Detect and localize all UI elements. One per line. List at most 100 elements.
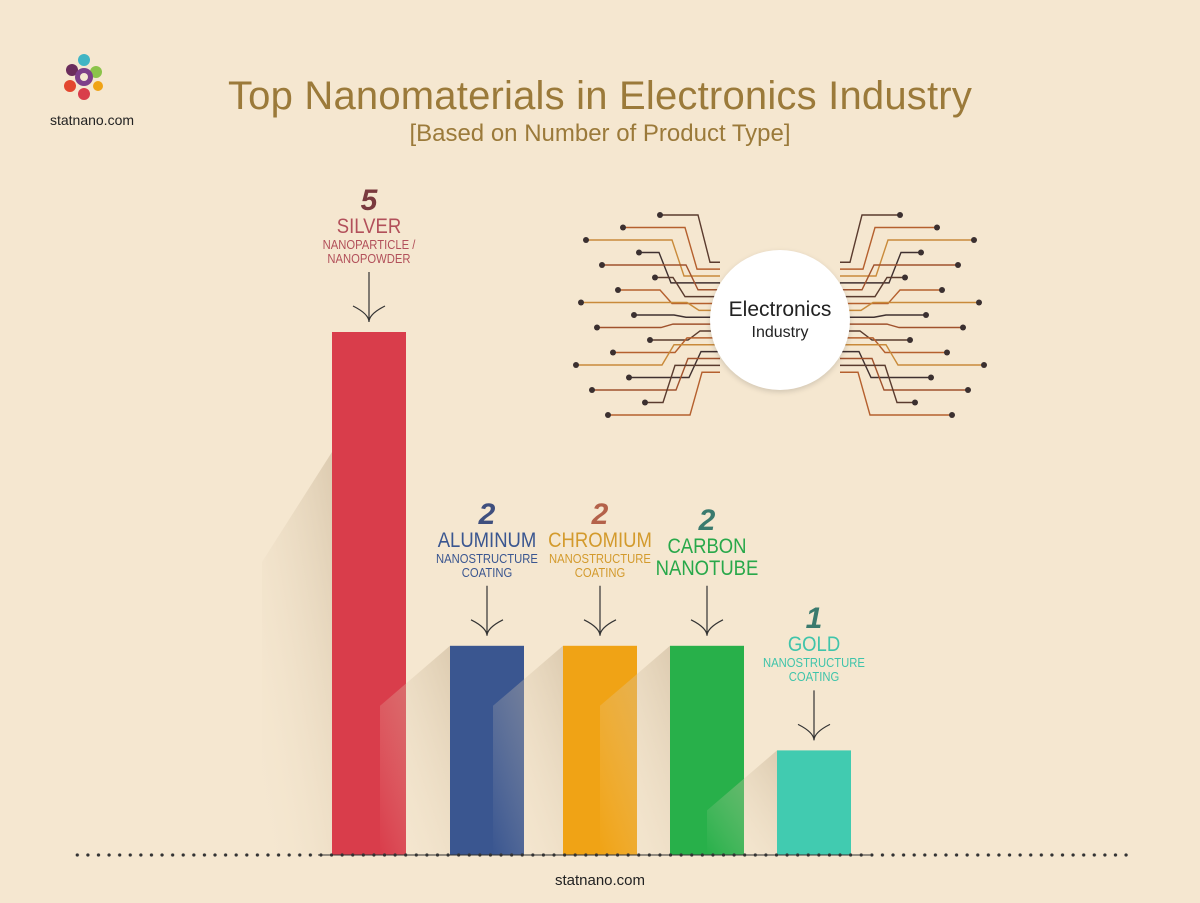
- value-label: 5: [360, 184, 378, 217]
- circuit-node: [626, 374, 632, 381]
- circuit-trace: [840, 350, 931, 379]
- label-arrow: [583, 585, 617, 636]
- circuit-node: [976, 299, 982, 306]
- category-label: SILVER: [336, 215, 402, 238]
- value-label: 2: [591, 497, 609, 531]
- circuit-trace: [602, 264, 720, 291]
- circuit-trace: [576, 344, 720, 366]
- circuit-trace: [840, 214, 900, 263]
- circuit-node: [965, 387, 971, 393]
- circuit-trace: [629, 350, 720, 379]
- value-label: 2: [698, 503, 716, 537]
- label-arrow: [690, 585, 724, 636]
- circuit-node: [971, 237, 977, 243]
- label-arrow: [470, 585, 504, 636]
- circuit-illustration: [573, 212, 987, 418]
- circuit-node: [642, 399, 648, 406]
- label-arrow: [352, 272, 386, 323]
- circuit-trace: [840, 276, 905, 298]
- circuit-node: [636, 249, 642, 256]
- circuit-trace: [639, 251, 720, 284]
- dotted-baseline: [72, 852, 1132, 858]
- bar-label: 2 ALUMINUM NANOSTRUCTURE COATING: [430, 497, 543, 580]
- value-label: 1: [805, 602, 823, 636]
- circuit-node: [912, 399, 918, 406]
- circuit-node: [578, 299, 584, 306]
- chart-subtitle: [Based on Number of Product Type]: [409, 120, 791, 147]
- circuit-node: [960, 324, 966, 331]
- category-sublabel: NANOSTRUCTURE: [549, 551, 651, 566]
- label-arrow: [797, 690, 831, 741]
- circuit-trace: [592, 357, 720, 391]
- circuit-trace: [618, 289, 720, 305]
- circuit-trace: [840, 226, 937, 270]
- brand-bottom: statnano.com: [554, 872, 646, 889]
- circuit-node: [657, 212, 663, 218]
- category-label: ALUMINUM: [437, 528, 537, 552]
- electronics-hub: Electronics Industry: [710, 250, 850, 390]
- circuit-node: [652, 274, 658, 281]
- category-sublabel: NANOSTRUCTURE: [436, 551, 538, 566]
- category-label: CHROMIUM: [548, 528, 652, 552]
- circuit-node: [589, 387, 595, 393]
- circuit-node: [583, 237, 589, 243]
- hub-subtitle: Industry: [751, 324, 809, 341]
- circuit-trace: [581, 301, 720, 312]
- circuit-node: [944, 349, 950, 356]
- circuit-node: [934, 224, 940, 231]
- circuit-node: [907, 337, 913, 343]
- circuit-trace: [597, 323, 720, 329]
- circuit-trace: [840, 239, 974, 277]
- circuit-node: [605, 412, 611, 418]
- brand-top: statnano.com: [49, 112, 135, 128]
- category-sublabel: COATING: [788, 670, 840, 685]
- circuit-trace: [840, 330, 910, 341]
- circuit-node: [955, 262, 961, 268]
- circuit-trace: [840, 251, 921, 284]
- circuit-node: [928, 374, 934, 381]
- bar-label: 2 CARBON NANOTUBE: [649, 503, 766, 580]
- circuit-node: [615, 287, 621, 293]
- bar-label: 1 GOLD NANOSTRUCTURE COATING: [757, 602, 870, 685]
- circuit-node: [631, 312, 637, 318]
- category-sublabel: NANOPOWDER: [327, 252, 411, 266]
- circuit-trace: [655, 276, 720, 298]
- circuit-node: [897, 212, 903, 218]
- value-label: 2: [478, 497, 496, 531]
- bar-label: 2 CHROMIUM NANOSTRUCTURE COATING: [541, 497, 659, 580]
- hub-title: Electronics: [728, 298, 832, 321]
- circuit-trace: [840, 357, 968, 391]
- circuit-node: [599, 262, 605, 268]
- circuit-node: [620, 224, 626, 231]
- category-label: CARBON: [667, 534, 747, 558]
- circuit-trace: [840, 301, 979, 312]
- chart-title: Top Nanomaterials in Electronics Industr…: [227, 74, 973, 118]
- circuit-trace: [623, 226, 720, 270]
- category-sublabel: NANOSTRUCTURE: [763, 656, 865, 671]
- bar-shadow: [493, 645, 563, 855]
- bar-shadow: [262, 452, 332, 855]
- circuit-trace: [608, 371, 720, 416]
- bar-shadow: [380, 645, 450, 855]
- circuit-trace: [840, 314, 926, 318]
- category-label: GOLD: [787, 633, 841, 657]
- circuit-trace: [840, 264, 958, 291]
- circuit-node: [918, 249, 924, 256]
- category-sublabel: NANOPARTICLE /: [322, 238, 416, 252]
- statnano-logo: [64, 54, 103, 100]
- circuit-trace: [840, 289, 942, 305]
- bar-shadow: [600, 645, 670, 855]
- category-sublabel: COATING: [461, 565, 513, 580]
- circuit-trace: [840, 344, 984, 366]
- category-sublabel: COATING: [574, 565, 626, 580]
- circuit-node: [647, 337, 653, 343]
- circuit-node: [594, 324, 600, 331]
- circuit-node: [939, 287, 945, 293]
- circuit-trace: [840, 371, 952, 416]
- circuit-trace: [586, 239, 720, 277]
- circuit-node: [949, 412, 955, 418]
- circuit-trace: [840, 364, 915, 404]
- circuit-node: [610, 349, 616, 356]
- circuit-trace: [660, 214, 720, 263]
